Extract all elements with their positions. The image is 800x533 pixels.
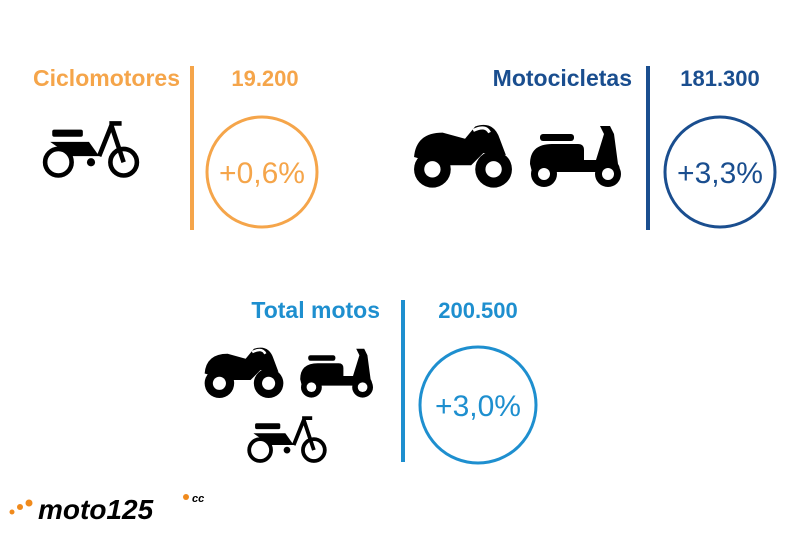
logo-dot: [25, 499, 33, 507]
block-value: 19.200: [231, 66, 298, 91]
block-value: 181.300: [680, 66, 760, 91]
sport-bike-icon: [412, 123, 514, 190]
change-circle: [205, 115, 319, 229]
sport-bike-icon: [203, 346, 285, 400]
block-ciclomotores: Ciclomotores 19.200 +0,6%: [33, 65, 319, 230]
block-change: +3,0%: [435, 390, 521, 423]
logo-dot: [9, 509, 15, 515]
logo-dot: [17, 504, 23, 510]
scooter-icon: [530, 126, 621, 187]
block-label: Total motos: [251, 297, 380, 323]
change-circle: [418, 345, 538, 465]
logo: moto125 cc: [9, 493, 204, 525]
logo-dot: [183, 494, 189, 500]
moped-icon: [45, 123, 137, 175]
block-motocicletas: Motocicletas 181.300 +3,3%: [412, 65, 777, 230]
change-circle: [663, 115, 777, 229]
logo-suffix: cc: [192, 493, 204, 505]
block-change: +0,6%: [219, 157, 305, 190]
logo-name: moto125: [38, 494, 154, 525]
block-label: Ciclomotores: [33, 65, 180, 91]
block-label: Motocicletas: [493, 65, 632, 91]
block-change: +3,3%: [677, 157, 763, 190]
block-total: Total motos 200.500 +3,0%: [203, 297, 538, 465]
moped-icon: [247, 416, 327, 463]
block-value: 200.500: [438, 298, 518, 323]
scooter-icon: [300, 348, 373, 398]
